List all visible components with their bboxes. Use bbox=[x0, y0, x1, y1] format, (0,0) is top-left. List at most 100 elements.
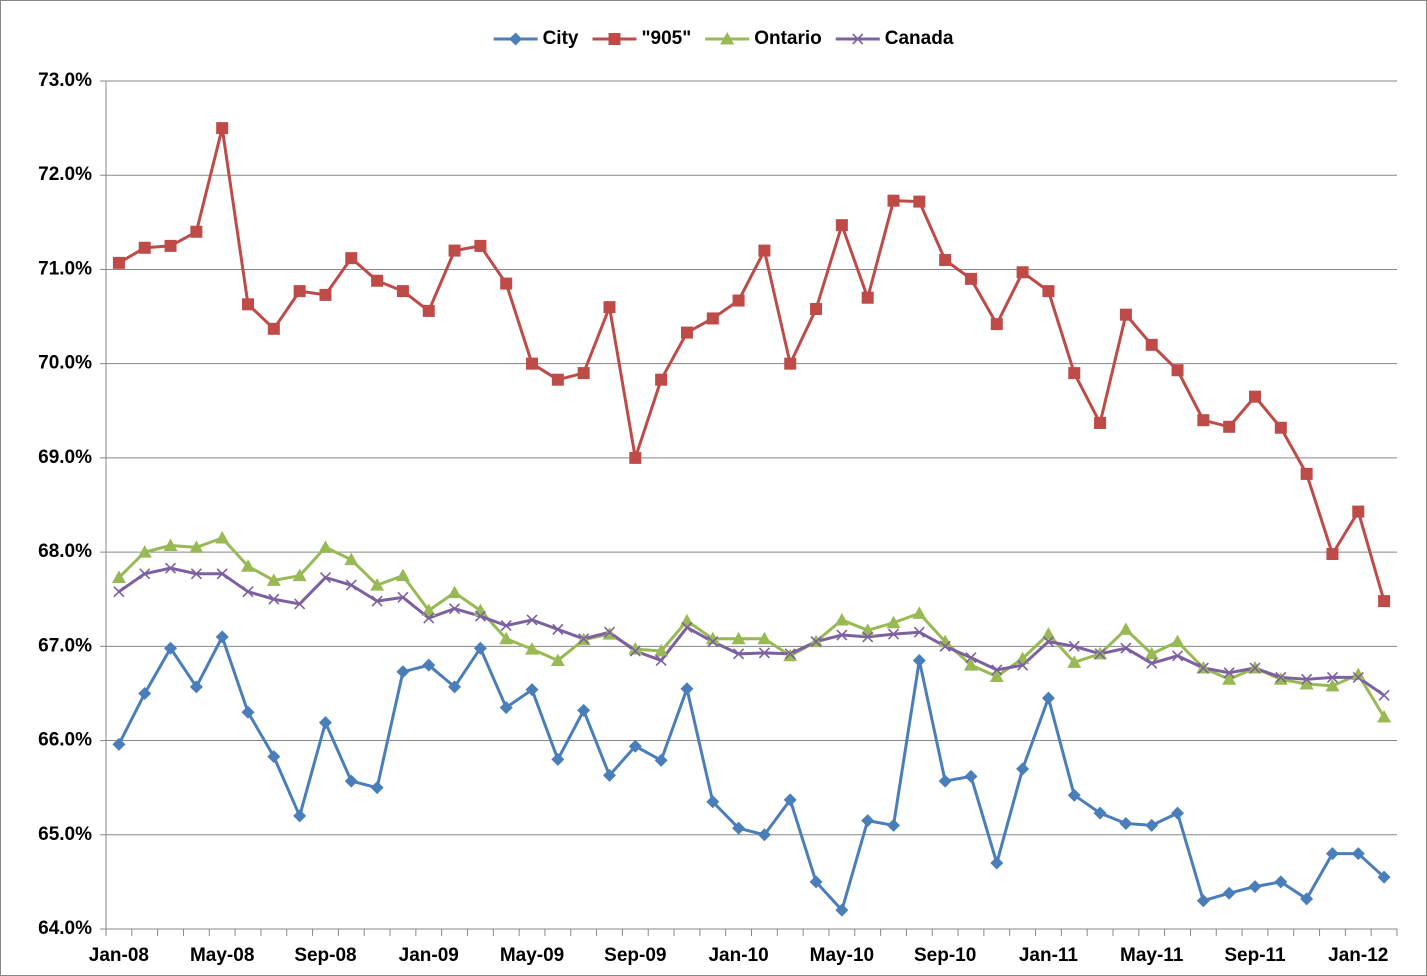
marker bbox=[1093, 806, 1107, 820]
marker bbox=[397, 591, 409, 603]
marker bbox=[552, 623, 564, 635]
x-tick-label: Sep-09 bbox=[604, 945, 666, 966]
marker bbox=[1300, 467, 1313, 480]
legend: City "905" Ontario Canada bbox=[493, 28, 954, 49]
marker bbox=[1145, 338, 1158, 351]
marker bbox=[1377, 710, 1392, 723]
marker bbox=[1248, 390, 1261, 403]
x-tick-label: Jan-12 bbox=[1328, 945, 1388, 966]
marker bbox=[720, 32, 735, 45]
marker bbox=[732, 821, 746, 835]
marker bbox=[113, 586, 125, 598]
marker bbox=[550, 653, 565, 666]
marker bbox=[706, 795, 720, 809]
marker bbox=[499, 631, 514, 645]
marker bbox=[1119, 308, 1132, 321]
marker bbox=[1144, 646, 1159, 660]
marker bbox=[836, 629, 848, 641]
marker bbox=[1119, 816, 1133, 830]
marker bbox=[861, 291, 874, 304]
marker bbox=[1067, 655, 1082, 668]
marker bbox=[887, 628, 900, 640]
marker bbox=[216, 122, 229, 135]
legend-item: City bbox=[493, 28, 579, 49]
marker bbox=[887, 818, 901, 832]
marker bbox=[784, 357, 797, 370]
marker bbox=[1016, 762, 1030, 776]
marker bbox=[965, 652, 977, 664]
marker bbox=[241, 705, 255, 719]
marker bbox=[964, 272, 977, 285]
marker bbox=[525, 683, 539, 697]
x-tick-label: May-10 bbox=[810, 945, 874, 966]
marker bbox=[371, 595, 383, 607]
marker bbox=[835, 903, 849, 917]
marker bbox=[1017, 659, 1029, 671]
marker bbox=[939, 254, 952, 267]
marker bbox=[835, 219, 848, 232]
series-markers bbox=[113, 562, 1390, 701]
marker bbox=[1042, 636, 1054, 648]
marker bbox=[1197, 414, 1210, 427]
marker bbox=[293, 809, 307, 823]
marker bbox=[448, 244, 461, 257]
marker bbox=[1351, 667, 1366, 681]
marker bbox=[1171, 650, 1184, 662]
marker bbox=[242, 586, 254, 598]
axes: 64.0% 65.0% 66.0% 67.0% 68.0% 69.0% 70.0% 71.0%… bbox=[38, 70, 1398, 966]
marker bbox=[912, 606, 927, 619]
marker bbox=[447, 585, 462, 599]
marker bbox=[137, 545, 152, 558]
marker bbox=[1274, 875, 1288, 889]
marker bbox=[1299, 677, 1314, 690]
legend-label: City bbox=[543, 28, 579, 49]
y-tick-label: 71.0% bbox=[38, 258, 92, 279]
y-tick-label: 66.0% bbox=[38, 730, 92, 751]
marker bbox=[1145, 818, 1159, 832]
marker bbox=[578, 633, 590, 645]
marker bbox=[707, 636, 719, 648]
marker bbox=[345, 579, 357, 591]
marker bbox=[1274, 421, 1287, 434]
marker bbox=[216, 568, 228, 580]
marker bbox=[757, 828, 771, 842]
marker bbox=[938, 774, 952, 788]
marker bbox=[577, 703, 591, 717]
marker bbox=[164, 562, 177, 574]
legend-item: Canada bbox=[835, 28, 954, 49]
marker bbox=[602, 768, 616, 782]
marker bbox=[681, 621, 693, 634]
marker bbox=[810, 303, 823, 316]
marker bbox=[474, 239, 487, 252]
marker bbox=[1223, 420, 1236, 433]
marker bbox=[784, 648, 796, 660]
x-tick-label: Sep-10 bbox=[914, 945, 976, 966]
marker bbox=[1068, 367, 1081, 380]
marker bbox=[1222, 672, 1237, 685]
marker bbox=[680, 682, 694, 696]
marker bbox=[1377, 870, 1391, 884]
series-markers bbox=[111, 530, 1392, 723]
marker bbox=[474, 610, 486, 622]
marker bbox=[1171, 806, 1185, 820]
marker bbox=[449, 603, 461, 615]
series-markers bbox=[112, 630, 1391, 917]
marker bbox=[1378, 595, 1391, 608]
marker bbox=[138, 686, 152, 700]
x-tick-label: Sep-08 bbox=[294, 945, 356, 966]
marker bbox=[603, 626, 616, 638]
marker bbox=[731, 631, 746, 645]
marker bbox=[1016, 266, 1029, 279]
marker bbox=[1249, 662, 1261, 674]
y-tick-label: 69.0% bbox=[38, 447, 92, 468]
marker bbox=[1301, 673, 1313, 685]
marker bbox=[499, 701, 513, 715]
marker bbox=[370, 578, 385, 591]
marker bbox=[706, 312, 719, 325]
marker bbox=[473, 641, 487, 655]
marker bbox=[1222, 886, 1236, 900]
marker bbox=[268, 593, 280, 605]
marker bbox=[189, 680, 203, 694]
marker bbox=[164, 239, 177, 252]
